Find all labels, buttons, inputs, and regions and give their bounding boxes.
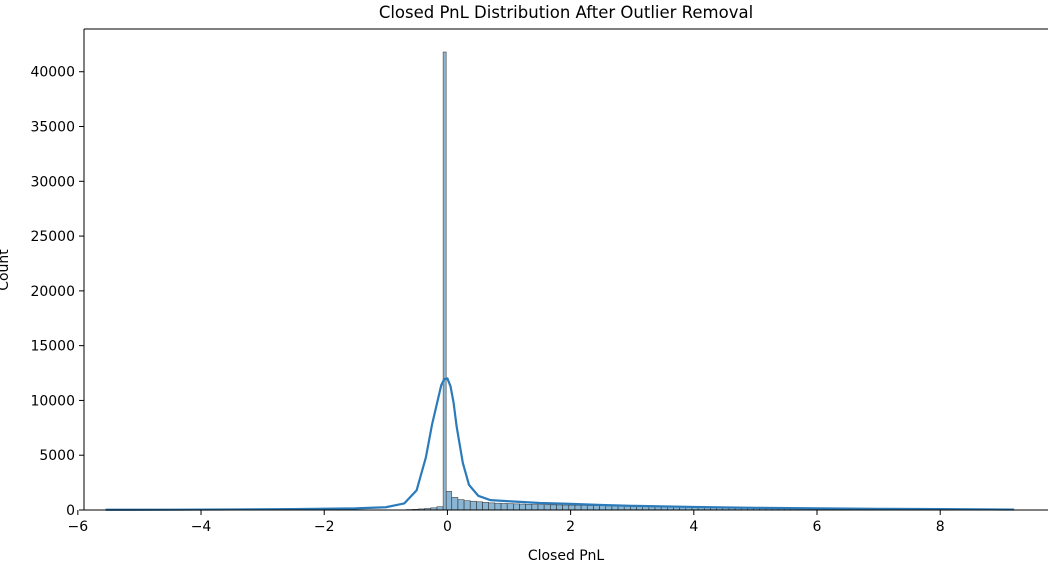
x-tick-label: −2 — [314, 519, 335, 535]
histogram-bar — [599, 505, 607, 511]
histogram-bar — [445, 491, 453, 511]
histogram-bar — [476, 501, 483, 511]
histogram-bar — [519, 503, 526, 511]
x-tick-label: 0 — [443, 519, 452, 535]
histogram-bar — [451, 497, 459, 511]
histogram-bar — [580, 505, 588, 511]
histogram-bar — [568, 504, 576, 511]
x-axis-ticks: −6 −4 −2 0 2 4 6 8 — [68, 510, 945, 535]
histogram-bar — [537, 504, 545, 511]
x-tick-label: 8 — [936, 519, 945, 535]
histogram-bar — [531, 504, 539, 511]
x-tick-label: −6 — [68, 519, 89, 535]
y-tick-label: 30000 — [30, 174, 75, 190]
y-axis-ticks: 0 5000 10000 15000 20000 25000 30000 35000 40000 — [30, 65, 84, 519]
kde-line — [105, 377, 1015, 511]
x-tick-label: 4 — [689, 519, 698, 535]
histogram-bar — [457, 499, 465, 511]
histogram-bar — [605, 505, 613, 511]
histogram-bar — [562, 504, 570, 511]
x-tick-label: −4 — [191, 519, 212, 535]
histogram-bar — [556, 504, 563, 511]
x-axis-label: Closed PnL — [528, 548, 605, 564]
histogram-bar — [593, 505, 600, 511]
histogram-bars — [405, 51, 1013, 511]
y-tick-label: 10000 — [30, 393, 75, 409]
histogram-bar — [494, 502, 502, 511]
histogram-bar — [442, 51, 447, 511]
histogram-bar — [482, 502, 489, 511]
histogram-bar — [543, 504, 551, 511]
y-tick-label: 40000 — [30, 65, 75, 81]
x-tick-label: 6 — [813, 519, 822, 535]
histogram-bar — [586, 505, 594, 511]
histogram-bar — [525, 504, 533, 511]
histogram-bar — [488, 502, 496, 511]
x-tick-label: 2 — [566, 519, 575, 535]
histogram-bar — [500, 503, 508, 511]
chart-title: Closed PnL Distribution After Outlier Re… — [379, 3, 753, 22]
axes-frame — [83, 28, 1048, 511]
y-tick-label: 35000 — [30, 120, 75, 136]
histogram-bar — [611, 505, 619, 511]
y-tick-label: 5000 — [39, 448, 75, 464]
y-tick-label: 0 — [66, 503, 75, 519]
y-axis-label: Count — [0, 249, 12, 291]
y-tick-label: 15000 — [30, 339, 75, 355]
histogram-bar — [469, 500, 477, 511]
y-tick-label: 20000 — [30, 284, 75, 300]
histogram-bar — [549, 504, 557, 511]
y-tick-label: 25000 — [30, 229, 75, 245]
histogram-bar — [506, 503, 514, 511]
histogram-bar — [463, 500, 471, 511]
histogram-bar — [574, 504, 582, 511]
histogram-bar — [513, 503, 520, 511]
